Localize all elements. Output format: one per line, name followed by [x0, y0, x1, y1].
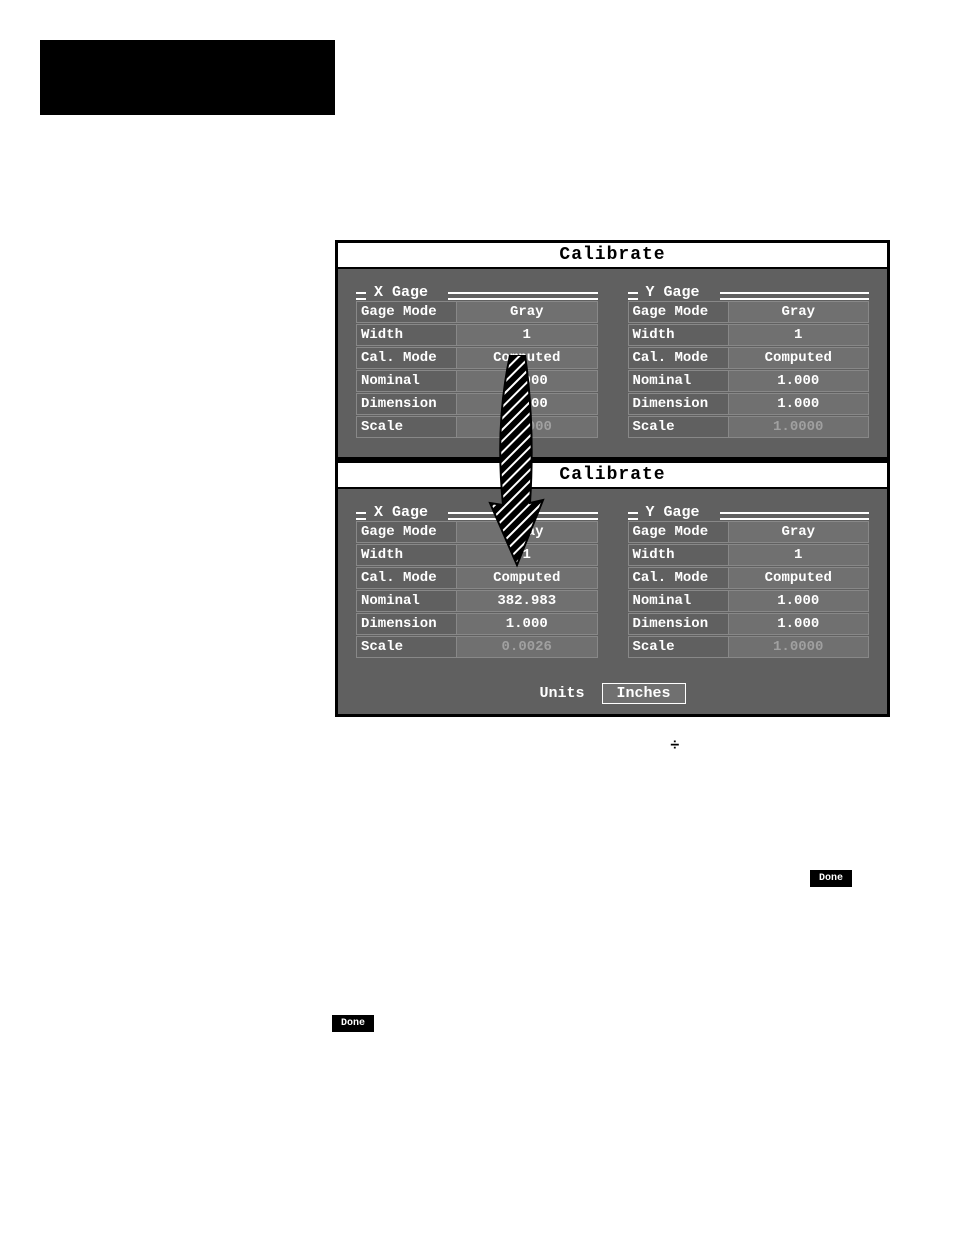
calibrate-window-bottom: Calibrate X Gage Gage ModeGrayWidth1Cal.… — [335, 460, 890, 717]
gage-row-label: Scale — [628, 636, 728, 658]
gage-row-value[interactable]: 1.000 — [728, 590, 870, 612]
gage-row-value: 1.0000 — [456, 416, 598, 438]
gage-row-value[interactable]: 1.000 — [456, 393, 598, 415]
gage-row-value[interactable]: Gray — [728, 521, 870, 543]
gage-row-value[interactable]: 1.000 — [456, 613, 598, 635]
calibrate-title-bottom: Calibrate — [338, 463, 887, 489]
calibrate-window-top: Calibrate X Gage Gage ModeGrayWidth1Cal.… — [335, 240, 890, 460]
units-value[interactable]: Inches — [602, 683, 686, 704]
gage-row-value[interactable]: 1 — [728, 324, 870, 346]
y-gage-group-bottom: Y Gage Gage ModeGrayWidth1Cal. ModeCompu… — [622, 499, 876, 665]
gage-row-label: Nominal — [356, 370, 456, 392]
x-gage-title-top: X Gage — [370, 284, 432, 301]
gage-row: Cal. ModeComputed — [356, 347, 598, 369]
y-gage-group-top: Y Gage Gage ModeGrayWidth1Cal. ModeCompu… — [622, 279, 876, 445]
gage-row: Cal. ModeComputed — [628, 347, 870, 369]
gage-row: Scale1.0000 — [628, 416, 870, 438]
y-gage-rows-bottom: Gage ModeGrayWidth1Cal. ModeComputedNomi… — [628, 521, 870, 658]
gage-row: Width1 — [628, 544, 870, 566]
x-gage-title-bottom: X Gage — [370, 504, 432, 521]
gage-row: Scale0.0026 — [356, 636, 598, 658]
gage-row-label: Gage Mode — [628, 301, 728, 323]
gage-row: Width1 — [356, 544, 598, 566]
gage-row-value: 1.0000 — [728, 416, 870, 438]
gage-row: Dimension1.000 — [356, 393, 598, 415]
gage-row-value[interactable]: Computed — [728, 347, 870, 369]
gage-row-label: Cal. Mode — [356, 347, 456, 369]
gage-row-label: Gage Mode — [356, 521, 456, 543]
x-gage-rows-top: Gage ModeGrayWidth1Cal. ModeComputedNomi… — [356, 301, 598, 438]
done-button[interactable]: Done — [810, 870, 852, 887]
gage-row: Dimension1.000 — [628, 613, 870, 635]
gage-row-value[interactable]: 1 — [456, 324, 598, 346]
gage-row-label: Width — [356, 544, 456, 566]
gage-row: Scale1.0000 — [356, 416, 598, 438]
gage-row-value[interactable]: 1.000 — [456, 370, 598, 392]
gage-row: Nominal1.000 — [628, 370, 870, 392]
gage-row-label: Cal. Mode — [356, 567, 456, 589]
y-gage-title-top: Y Gage — [642, 284, 704, 301]
gage-row: Width1 — [628, 324, 870, 346]
divide-symbol: ÷ — [670, 737, 680, 755]
y-gage-rows-top: Gage ModeGrayWidth1Cal. ModeComputedNomi… — [628, 301, 870, 438]
gage-row-label: Width — [628, 324, 728, 346]
gage-row-label: Dimension — [356, 393, 456, 415]
gage-row-label: Gage Mode — [356, 301, 456, 323]
gage-row-value[interactable]: Gray — [728, 301, 870, 323]
gage-row: Gage ModeGray — [356, 521, 598, 543]
x-gage-group-bottom: X Gage Gage ModeGrayWidth1Cal. ModeCompu… — [350, 499, 604, 665]
gage-row: Cal. ModeComputed — [356, 567, 598, 589]
gage-row: Dimension1.000 — [356, 613, 598, 635]
gage-row-value[interactable]: 1 — [728, 544, 870, 566]
gage-row-label: Dimension — [628, 393, 728, 415]
gage-row-label: Scale — [356, 636, 456, 658]
calibrate-title-top: Calibrate — [338, 243, 887, 269]
gage-row-label: Gage Mode — [628, 521, 728, 543]
gage-row-label: Nominal — [356, 590, 456, 612]
gage-row-value[interactable]: Computed — [728, 567, 870, 589]
gage-row-value[interactable]: 1.000 — [728, 370, 870, 392]
gage-row-label: Width — [356, 324, 456, 346]
gage-row-label: Cal. Mode — [628, 567, 728, 589]
gage-row-value[interactable]: 1.000 — [728, 393, 870, 415]
gage-row: Gage ModeGray — [356, 301, 598, 323]
gage-row-label: Cal. Mode — [628, 347, 728, 369]
gage-row: Nominal1.000 — [356, 370, 598, 392]
units-label: Units — [539, 685, 584, 702]
gage-row-value: 1.0000 — [728, 636, 870, 658]
gage-row: Nominal382.983 — [356, 590, 598, 612]
gage-row: Cal. ModeComputed — [628, 567, 870, 589]
calibrate-windows-stack: Calibrate X Gage Gage ModeGrayWidth1Cal.… — [335, 240, 890, 717]
gage-row-label: Width — [628, 544, 728, 566]
gage-row-value[interactable]: Gray — [456, 521, 598, 543]
gage-row: Nominal1.000 — [628, 590, 870, 612]
units-row: Units Inches — [338, 677, 887, 714]
gage-row-value[interactable]: 1 — [456, 544, 598, 566]
x-gage-group-top: X Gage Gage ModeGrayWidth1Cal. ModeCompu… — [350, 279, 604, 445]
gage-row: Scale1.0000 — [628, 636, 870, 658]
gage-row-label: Dimension — [356, 613, 456, 635]
gage-row-label: Nominal — [628, 590, 728, 612]
gage-row-value[interactable]: Gray — [456, 301, 598, 323]
gage-row-label: Nominal — [628, 370, 728, 392]
x-gage-rows-bottom: Gage ModeGrayWidth1Cal. ModeComputedNomi… — [356, 521, 598, 658]
header-black-box — [40, 40, 335, 115]
gage-row-label: Dimension — [628, 613, 728, 635]
gage-row-value[interactable]: Computed — [456, 567, 598, 589]
gage-row: Dimension1.000 — [628, 393, 870, 415]
gage-row-label: Scale — [628, 416, 728, 438]
done-button[interactable]: Done — [332, 1015, 374, 1032]
gage-row-value[interactable]: 1.000 — [728, 613, 870, 635]
y-gage-title-bottom: Y Gage — [642, 504, 704, 521]
gage-row: Width1 — [356, 324, 598, 346]
gage-row-value: 0.0026 — [456, 636, 598, 658]
gage-row: Gage ModeGray — [628, 301, 870, 323]
gage-row-label: Scale — [356, 416, 456, 438]
gage-row-value[interactable]: 382.983 — [456, 590, 598, 612]
gage-row: Gage ModeGray — [628, 521, 870, 543]
gage-row-value[interactable]: Computed — [456, 347, 598, 369]
